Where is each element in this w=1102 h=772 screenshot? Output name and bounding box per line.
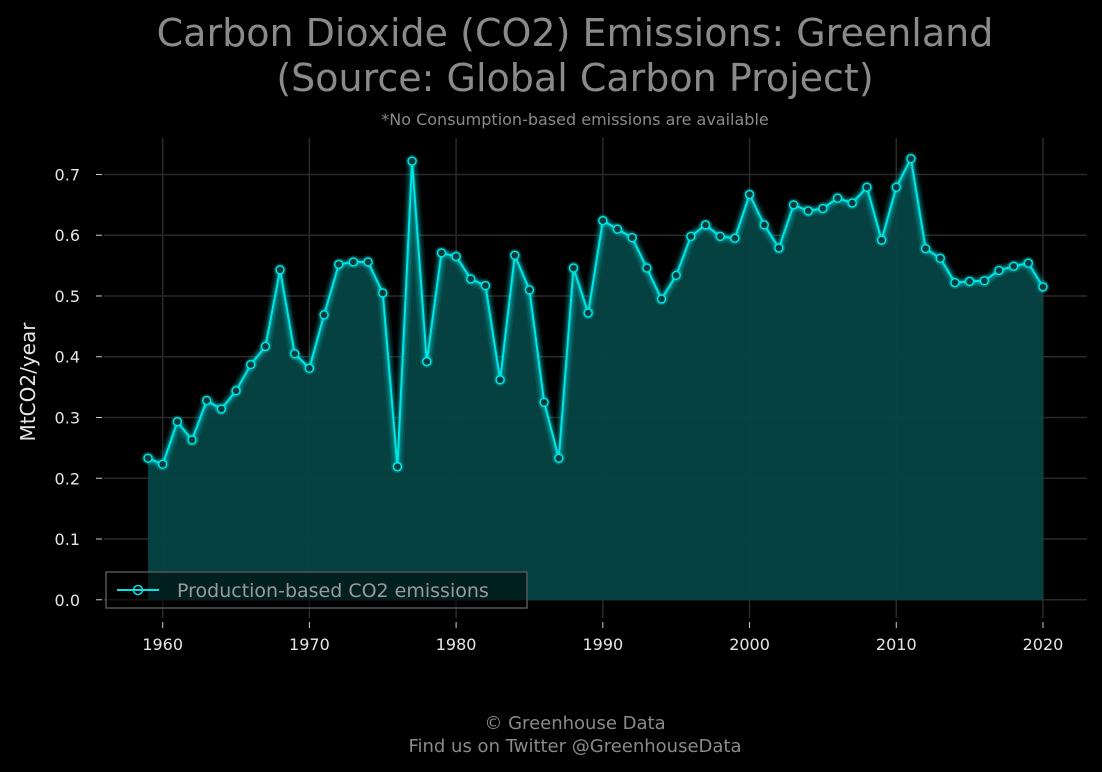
data-point [862,182,872,192]
data-point [539,397,549,408]
x-tick-label: 2020 [1023,635,1064,654]
data-point [832,193,843,203]
data-point [172,417,183,427]
data-point [979,276,990,286]
data-point [950,277,960,288]
y-tick-label: 0.4 [55,348,80,367]
data-point [216,404,227,414]
x-tick-label: 1980 [436,635,477,654]
data-point [348,257,359,267]
data-point [744,189,755,200]
data-point [1023,258,1034,268]
data-point [260,341,271,352]
data-point [392,461,403,472]
y-tick-label: 0.0 [55,591,80,610]
y-tick-label: 0.1 [55,530,80,549]
data-point [964,276,975,287]
data-point [891,182,902,192]
x-tick-label: 1990 [582,635,623,654]
data-point [451,251,461,262]
data-point [524,285,535,295]
data-point [774,243,784,253]
y-tick-label: 0.6 [55,226,80,245]
data-points [141,152,1050,474]
data-point [1008,261,1019,271]
data-point [1038,282,1048,292]
legend-box [105,571,528,609]
data-point [554,453,564,463]
data-point [803,206,813,216]
data-point [656,294,667,304]
data-point [436,248,447,258]
data-point [642,263,652,273]
data-point [466,274,476,284]
data-point [480,280,491,291]
data-point [759,220,769,230]
data-point [788,200,799,210]
data-point [627,232,637,243]
y-axis-label: MtCO2/year [16,322,40,442]
data-point [289,348,300,359]
data-point [187,435,197,445]
data-point [143,453,153,463]
legend-marker [132,584,144,596]
y-tick-label: 0.5 [55,287,80,306]
data-point [671,270,681,281]
data-point [363,257,373,267]
data-point [906,153,916,164]
data-point [245,359,256,370]
data-point [334,259,344,270]
data-point [201,395,212,406]
data-point [715,231,725,242]
area-polygon [148,158,1043,600]
data-point [920,243,931,254]
data-point [935,253,946,264]
data-point [157,459,168,470]
data-point [847,198,857,208]
x-tick-label: 2000 [729,635,770,654]
chart-subtitle: *No Consumption-based emissions are avai… [381,110,769,129]
chart-title-line2: (Source: Global Carbon Project) [276,56,873,100]
y-tick-label: 0.3 [55,408,80,427]
data-point [876,235,887,245]
data-point [598,215,608,226]
footer-copyright: © Greenhouse Data [484,713,665,734]
data-point [422,356,432,367]
y-tick-label: 0.7 [55,165,80,184]
data-point [730,233,740,243]
legend: Production-based CO2 emissions [105,571,528,609]
data-point [510,250,520,261]
data-point [700,220,711,230]
data-point [994,265,1004,276]
data-point [568,263,579,273]
data-point [407,156,417,166]
data-point [275,265,285,275]
data-point [818,203,828,214]
footer-twitter: Find us on Twitter @GreenhouseData [408,736,741,757]
data-point [686,231,696,242]
data-point [612,224,623,234]
chart-title-line1: Carbon Dioxide (CO2) Emissions: Greenlan… [157,11,994,55]
data-point [378,288,388,298]
data-point [319,310,329,320]
x-tick-label: 1970 [289,635,330,654]
axes: 0.0 0.1 0.2 0.3 0.4 0.5 0.6 0.7 1960 1970 1980 1990… [55,165,1064,654]
y-tick-label: 0.2 [55,469,80,488]
area-fill [148,158,1043,600]
data-point [304,363,315,374]
data-point [495,375,505,385]
data-point [583,308,593,318]
legend-label: Production-based CO2 emissions [177,580,489,602]
x-tick-label: 1960 [142,635,183,654]
data-point [231,386,241,396]
x-tick-label: 2010 [876,635,917,654]
